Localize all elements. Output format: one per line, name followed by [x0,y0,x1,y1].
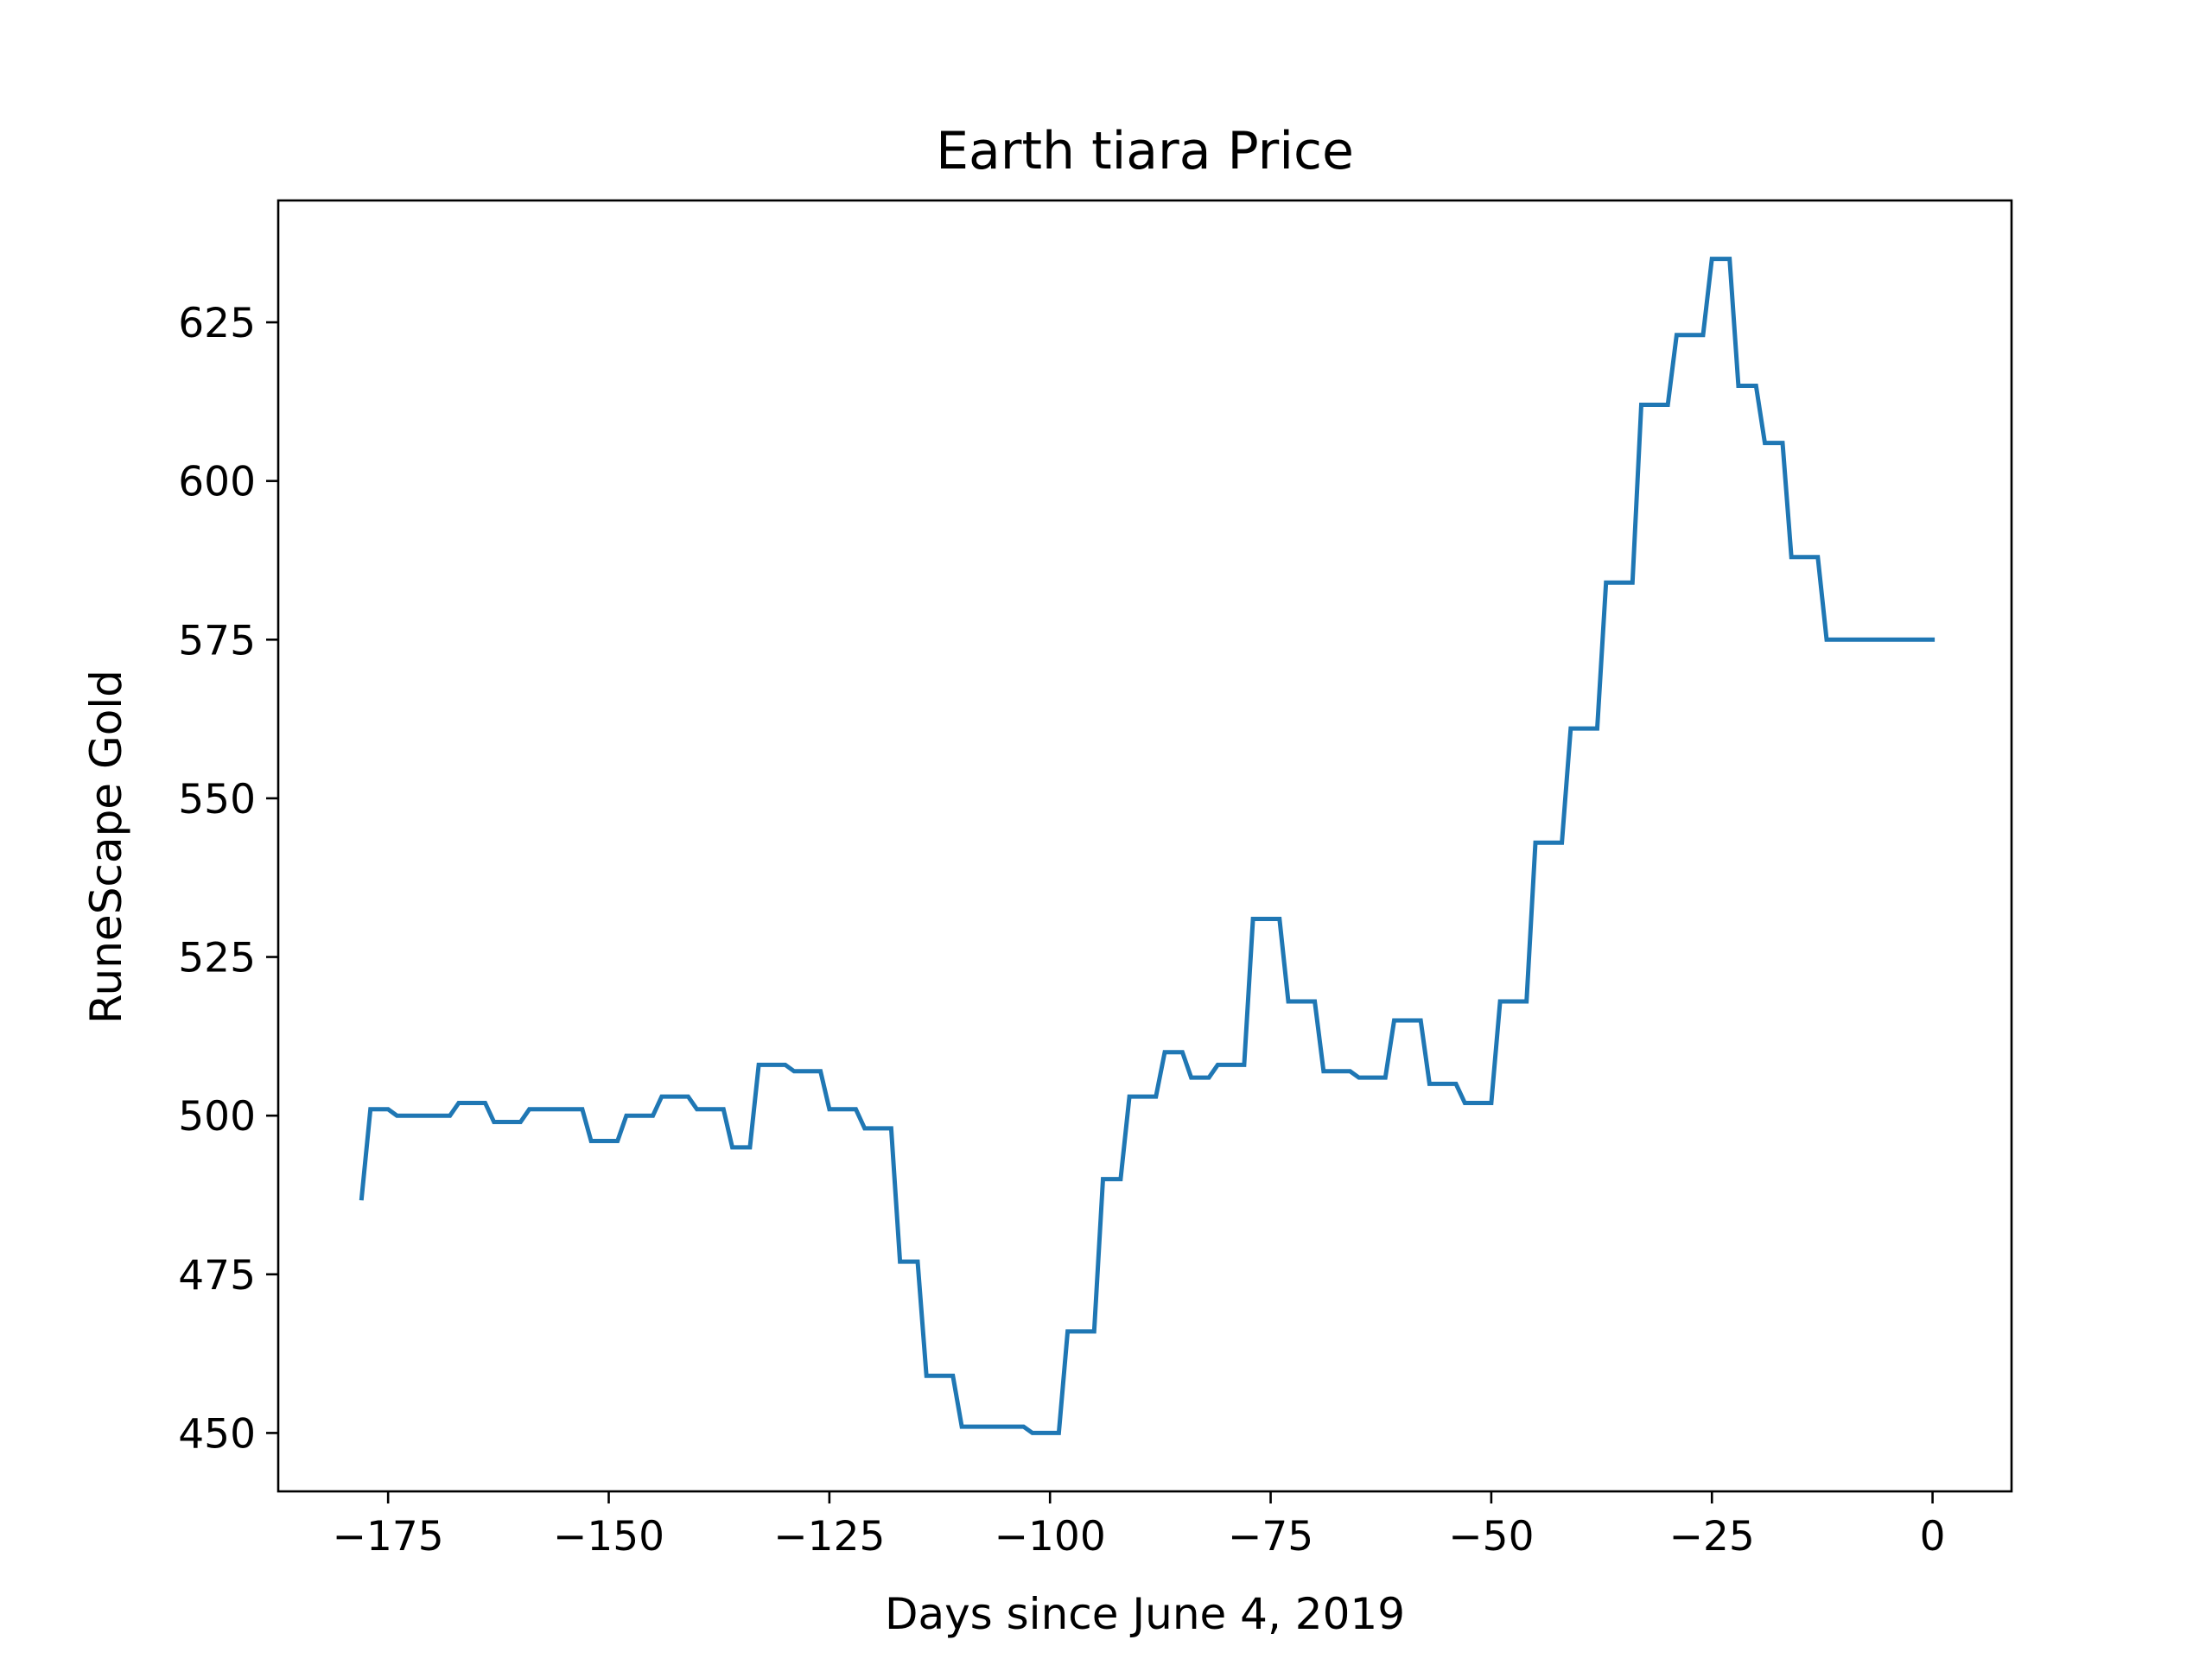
x-tick-label: −25 [1669,1513,1755,1560]
y-tick-label: 550 [178,776,256,823]
x-tick-label: −150 [553,1513,664,1560]
series-line-0 [359,257,1936,1435]
y-tick-label: 625 [178,300,256,347]
x-tick-label: −50 [1448,1513,1534,1560]
y-tick-label: 475 [178,1252,256,1300]
x-tick-label: −100 [995,1513,1106,1560]
y-axis-ticks: 450 475 500 525 550 575 600 625 [178,300,278,1458]
y-tick-label: 600 [178,459,256,506]
plot-area [359,257,1936,1435]
y-tick-label: 525 [178,935,256,982]
y-tick-label: 450 [178,1410,256,1458]
x-axis-ticks: −175 −150 −125 −100 −75 −50 −25 0 [333,1491,1946,1560]
x-tick-label: −75 [1228,1513,1313,1560]
chart-title: Earth tiara Price [936,121,1354,181]
y-axis-label: RuneScape Gold [81,670,131,1024]
plot-frame [276,199,2013,1493]
y-tick-label: 500 [178,1093,256,1141]
x-tick-label: −175 [333,1513,444,1560]
x-tick-label: 0 [1920,1513,1946,1560]
x-axis-label: Days since June 4, 2019 [885,1589,1405,1639]
x-tick-label: −125 [773,1513,885,1560]
y-tick-label: 575 [178,617,256,664]
